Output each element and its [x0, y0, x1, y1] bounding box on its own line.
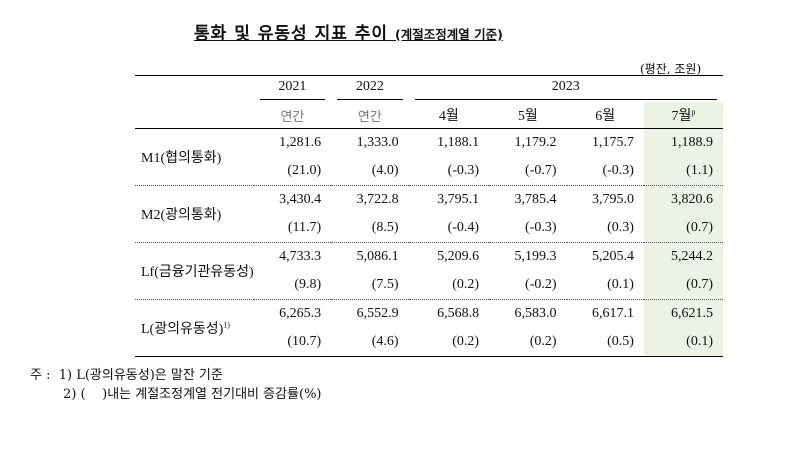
col-header: 5월: [489, 102, 567, 129]
change-cell: (0.5): [566, 328, 644, 357]
change-cell: (-0.7): [489, 157, 567, 186]
corner-cell: [135, 76, 254, 103]
change-cell: (0.1): [566, 271, 644, 300]
change-cell: (9.8): [253, 271, 332, 300]
col-header: 연간: [253, 102, 332, 129]
value-cell: 1,188.9: [643, 128, 723, 157]
change-cell: (11.7): [253, 214, 332, 243]
value-cell: 6,583.0: [514, 306, 557, 321]
value-cell: 3,430.4: [279, 192, 322, 207]
value-cell: 3,722.8: [356, 192, 399, 207]
change-cell: (0.2): [408, 328, 490, 357]
change-cell: (0.7): [643, 214, 723, 243]
row-label: L(광의유동성)1): [135, 299, 254, 357]
value-cell: 5,209.6: [437, 249, 480, 264]
year-header: 2022: [331, 76, 408, 103]
col-header-highlight: 7월p: [643, 102, 723, 129]
change-cell: (-0.4): [408, 214, 490, 243]
change-cell: (8.5): [331, 214, 409, 243]
change-cell: (21.0): [253, 157, 332, 186]
table-row: M2(광의통화) 3,430.4 3,722.8 3,795.1 3,785.4 3,79…: [135, 185, 723, 243]
change-cell: (-0.2): [489, 271, 567, 300]
value-cell: 6,621.5: [643, 299, 723, 328]
value-cell: 5,199.3: [514, 249, 557, 264]
change-cell: (-0.3): [489, 214, 567, 243]
unit-label: (평잔, 조원): [640, 62, 702, 76]
table-row: Lf(금융기관유동성) 4,733.3 5,086.1 5,209.6 5,199.3 5…: [135, 242, 723, 300]
value-cell: 6,568.8: [437, 306, 480, 321]
value-cell: 1,175.7: [591, 135, 634, 150]
change-cell: (0.2): [489, 328, 567, 357]
col-header: 6월: [566, 102, 644, 129]
value-cell: 6,265.3: [279, 306, 322, 321]
table-row: M1(협의통화) 1,281.6 1,333.0 1,188.1 1,179.2 1,17…: [135, 128, 723, 186]
value-cell: 1,188.1: [437, 135, 480, 150]
table-row-change: (11.7) (8.5) (-0.4) (-0.3) (0.3) (0.7): [135, 214, 723, 243]
title-text: 통화 및 유동성 지표 추이: [194, 24, 389, 44]
table-row-change: (9.8) (7.5) (0.2) (-0.2) (0.1) (0.7): [135, 271, 723, 300]
footnote: 2) ( )내는 계절조정계열 전기대비 증감률(%): [30, 387, 322, 402]
value-cell: 3,795.1: [437, 192, 480, 207]
change-cell: (0.7): [643, 271, 723, 300]
row-label: M2(광의통화): [135, 185, 254, 243]
footnote: 주 : 1) L(광의유동성)은 말잔 기준: [30, 368, 223, 383]
value-cell: 4,733.3: [279, 249, 322, 264]
change-cell: (10.7): [253, 328, 332, 357]
value-cell: 1,333.0: [356, 135, 399, 150]
value-cell: 6,617.1: [591, 306, 634, 321]
liquidity-table: 2021 2022 2023 연간 연간 4월 5월 6월 7월p M1(협의통…: [135, 75, 723, 357]
title-note: (계절조정계열 기준): [395, 27, 503, 42]
value-cell: 3,820.6: [643, 185, 723, 214]
change-cell: (4.6): [331, 328, 409, 357]
value-cell: 6,552.9: [356, 306, 399, 321]
change-cell: (1.1): [643, 157, 723, 186]
value-cell: 5,086.1: [356, 249, 399, 264]
value-cell: 5,244.2: [643, 242, 723, 271]
row-label: Lf(금융기관유동성): [135, 242, 254, 300]
table-row-change: (10.7) (4.6) (0.2) (0.2) (0.5) (0.1): [135, 328, 723, 357]
footnotes: 주 : 1) L(광의유동성)은 말잔 기준 2) ( )내는 계절조정계열 전…: [30, 366, 322, 404]
change-cell: (7.5): [331, 271, 409, 300]
change-cell: (0.3): [566, 214, 644, 243]
year-header: 2023: [409, 76, 723, 103]
change-cell: (4.0): [331, 157, 409, 186]
value-cell: 3,785.4: [514, 192, 557, 207]
year-header: 2021: [254, 76, 331, 103]
value-cell: 5,205.4: [591, 249, 634, 264]
table-row: L(광의유동성)1) 6,265.3 6,552.9 6,568.8 6,583.0 6,…: [135, 299, 723, 357]
table-row-change: (21.0) (4.0) (-0.3) (-0.7) (-0.3) (1.1): [135, 157, 723, 186]
change-cell: (-0.3): [408, 157, 490, 186]
col-header: 4월: [408, 102, 490, 129]
col-header: 연간: [331, 102, 409, 129]
change-cell: (0.1): [643, 328, 723, 357]
value-cell: 1,179.2: [514, 135, 557, 150]
value-cell: 3,795.0: [591, 192, 634, 207]
row-label: M1(협의통화): [135, 128, 254, 186]
value-cell: 1,281.6: [279, 135, 322, 150]
change-cell: (-0.3): [566, 157, 644, 186]
change-cell: (0.2): [408, 271, 490, 300]
page-title: 통화 및 유동성 지표 추이 (계절조정계열 기준): [194, 19, 503, 44]
